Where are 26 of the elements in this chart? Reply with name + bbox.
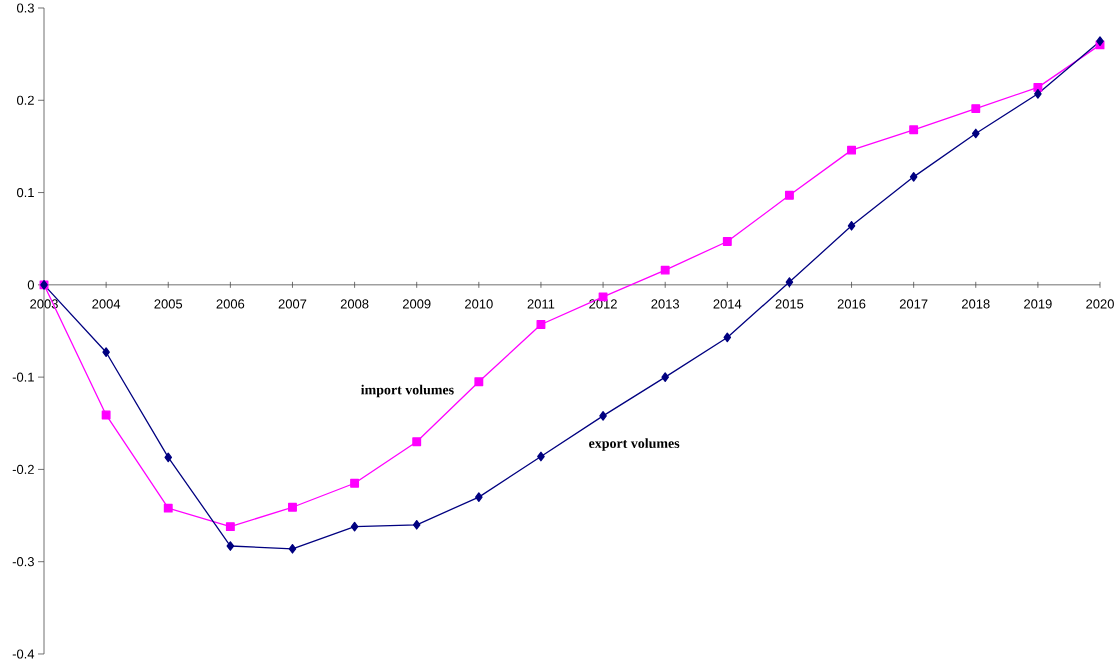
x-tick-label: 2010 bbox=[465, 299, 493, 309]
x-tick-label: 2018 bbox=[962, 299, 990, 309]
y-tick-label: 0 bbox=[27, 280, 34, 290]
x-tick-label: 2005 bbox=[154, 299, 183, 309]
y-tick-label: -0.4 bbox=[12, 649, 35, 659]
x-tick-label: 2011 bbox=[527, 299, 555, 309]
y-tick-label: 0.1 bbox=[16, 187, 34, 198]
x-tick-label: 2004 bbox=[92, 299, 121, 309]
x-tick-label: 2008 bbox=[340, 299, 369, 309]
y-tick-label: 0.2 bbox=[16, 95, 34, 105]
x-tick-label: 2015 bbox=[775, 299, 804, 309]
x-tick-label: 2017 bbox=[899, 299, 928, 309]
y-tick-label: -0.3 bbox=[12, 557, 34, 567]
series-label: import volumes bbox=[361, 384, 454, 398]
x-tick-label: 2006 bbox=[216, 299, 245, 309]
x-tick-label: 2014 bbox=[713, 299, 742, 309]
x-tick-label: 2013 bbox=[651, 299, 680, 309]
x-tick-label: 2009 bbox=[402, 299, 431, 309]
x-tick-label: 2007 bbox=[278, 299, 307, 309]
x-tick-label: 2016 bbox=[837, 299, 866, 309]
y-tick-label: -0.1 bbox=[12, 372, 34, 382]
y-tick-label: -0.2 bbox=[12, 464, 34, 474]
y-tick-label: 0.3 bbox=[16, 3, 34, 13]
x-tick-label: 2020 bbox=[1086, 299, 1114, 309]
x-tick-label: 2019 bbox=[1024, 299, 1052, 309]
series-label: export volumes bbox=[589, 438, 680, 451]
